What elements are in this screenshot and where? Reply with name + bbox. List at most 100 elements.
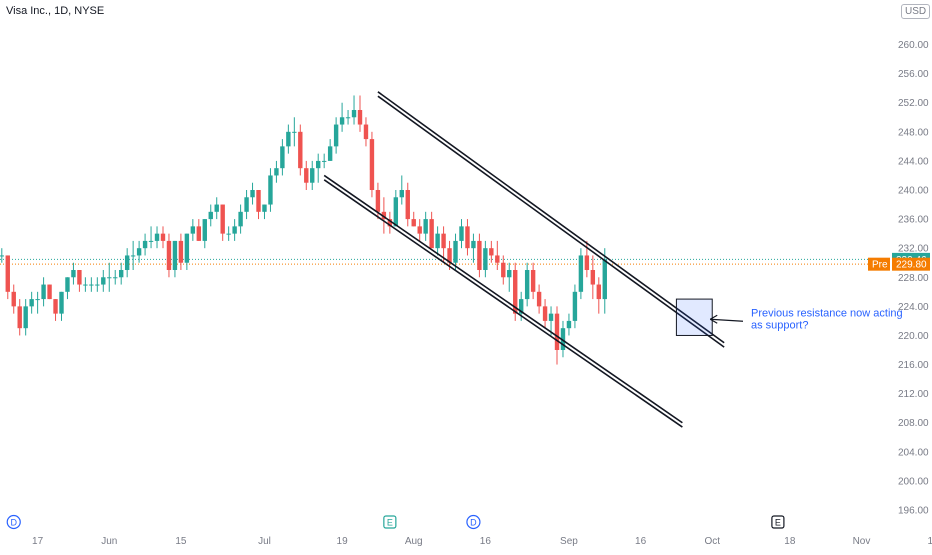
candle[interactable] [459,219,464,249]
candle[interactable] [602,248,607,314]
candle[interactable] [304,160,309,190]
candle[interactable] [286,124,291,154]
candle[interactable] [166,233,172,278]
candle[interactable] [95,277,100,292]
candle[interactable] [590,255,596,300]
candle[interactable] [298,124,303,176]
candle[interactable] [321,153,327,169]
candle[interactable] [124,248,130,278]
candle[interactable] [405,182,410,227]
symbol-title[interactable]: Visa Inc., 1D, NYSE [6,5,105,17]
candle[interactable] [5,255,10,300]
candle[interactable] [244,190,249,220]
candle[interactable] [238,204,243,234]
candle[interactable] [280,139,285,176]
candle[interactable] [542,299,548,329]
candle[interactable] [101,270,106,292]
support-box[interactable] [675,298,713,336]
candle[interactable] [71,262,76,285]
candle[interactable] [0,248,5,263]
candle[interactable] [381,197,387,234]
candle[interactable] [47,284,52,300]
candle[interactable] [130,240,136,270]
annotation-text-line1[interactable]: Previous resistance now acting [751,307,903,319]
candle[interactable] [202,219,207,249]
candle[interactable] [345,110,351,125]
candle[interactable] [333,117,339,154]
earnings-event-marker[interactable]: E [771,515,785,529]
candle[interactable] [411,211,416,227]
candle[interactable] [160,226,166,249]
candle[interactable] [220,204,225,241]
candle[interactable] [11,284,16,314]
candle[interactable] [184,233,190,270]
candle[interactable] [316,153,321,183]
candle[interactable] [256,190,261,220]
candle[interactable] [465,219,470,256]
candle[interactable] [453,233,458,270]
candle[interactable] [327,139,333,161]
candle[interactable] [387,211,393,234]
candle[interactable] [560,320,566,358]
candle[interactable] [292,117,297,147]
candle[interactable] [29,291,34,314]
candle[interactable] [471,233,476,263]
candle[interactable] [393,190,399,227]
candle[interactable] [226,226,231,241]
candle[interactable] [107,262,112,292]
candle[interactable] [83,277,88,292]
candle[interactable] [417,219,422,241]
candle[interactable] [196,219,202,241]
candle[interactable] [214,197,219,220]
candle[interactable] [142,233,148,256]
candle[interactable] [441,226,446,263]
candle[interactable] [250,182,255,205]
candle[interactable] [536,284,542,314]
candle[interactable] [59,291,64,321]
candle[interactable] [268,168,273,212]
candle[interactable] [507,262,512,292]
candle[interactable] [501,255,506,285]
candle[interactable] [596,277,601,314]
candle[interactable] [53,299,58,321]
candle[interactable] [89,277,94,292]
candle[interactable] [477,233,482,278]
candle[interactable] [262,204,267,220]
channel-upper-line-a[interactable] [377,91,725,344]
candle[interactable] [351,95,357,125]
candle[interactable] [369,131,375,198]
candle[interactable] [310,160,315,190]
currency-badge[interactable]: USD [901,4,931,19]
channel-lower-line-b[interactable] [323,179,683,428]
candle[interactable] [447,240,452,270]
candle[interactable] [274,160,279,183]
candle[interactable] [483,240,488,278]
candle[interactable] [495,240,500,270]
candle[interactable] [572,284,578,329]
candle[interactable] [399,175,404,205]
candle[interactable] [435,226,440,256]
candle[interactable] [524,262,530,307]
channel-upper-line-b[interactable] [377,95,725,348]
annotation-arrow[interactable] [710,318,744,322]
candle[interactable] [208,204,213,227]
candle[interactable] [548,306,554,336]
candle[interactable] [429,211,434,249]
candle[interactable] [178,233,184,270]
dividend-event-marker[interactable]: D [466,514,481,530]
candle[interactable] [65,277,70,300]
candle[interactable] [77,270,82,292]
candle[interactable] [136,240,142,263]
candle[interactable] [232,219,237,241]
candle[interactable] [530,262,536,300]
candle[interactable] [489,240,494,263]
candle[interactable] [190,219,196,241]
candle[interactable] [357,95,363,132]
annotation-text-line2[interactable]: as support? [751,319,808,331]
dividend-event-marker[interactable]: D [6,514,21,530]
candle[interactable] [148,226,154,249]
candle[interactable] [154,226,160,249]
candle[interactable] [41,277,46,307]
candle[interactable] [172,240,178,278]
